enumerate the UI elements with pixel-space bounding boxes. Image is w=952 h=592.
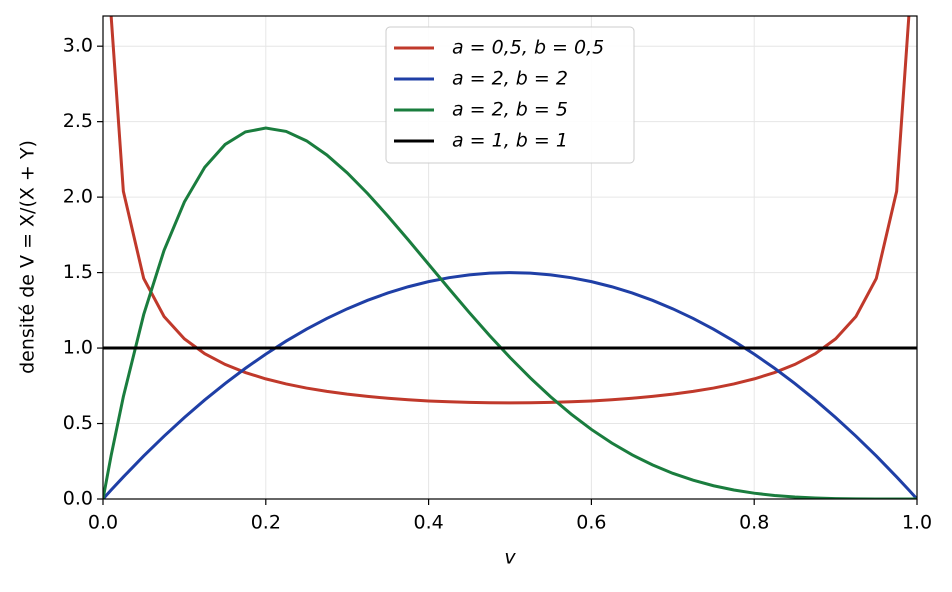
y-tick-label: 1.0 [63,337,93,359]
y-tick-label: 1.5 [63,261,93,283]
legend-frame [385,26,635,164]
x-tick-label: 0.8 [739,512,769,534]
legend-label: a = 2, b = 5 [452,99,568,121]
legend: a = 0,5, b = 0,5 a = 2, b = 2 a = 2, b = 5… [385,26,635,164]
y-tick-label: 0.0 [63,488,93,510]
x-axis-label: v [504,547,516,569]
legend-label: a = 2, b = 2 [452,68,568,90]
y-axis-label: densité de V = X/(X + Y) [17,140,39,374]
y-tick-label: 2.0 [63,186,93,208]
legend-label: a = 0,5, b = 0,5 [452,37,604,59]
x-tick-label: 0.2 [251,512,281,534]
series-line [109,16,911,405]
x-tick-label: 0.6 [576,512,606,534]
x-tick-label: 0.4 [413,512,443,534]
series-line [103,271,917,499]
y-tick-label: 2.5 [63,110,93,132]
legend-label: a = 1, b = 1 [452,130,568,152]
y-tick-label: 0.5 [63,412,93,434]
y-tick-label: 3.0 [63,35,93,57]
x-tick-label: 1.0 [902,512,932,534]
series-line [103,126,917,499]
plot-frame [102,15,918,500]
x-tick-label: 0.0 [88,512,118,534]
